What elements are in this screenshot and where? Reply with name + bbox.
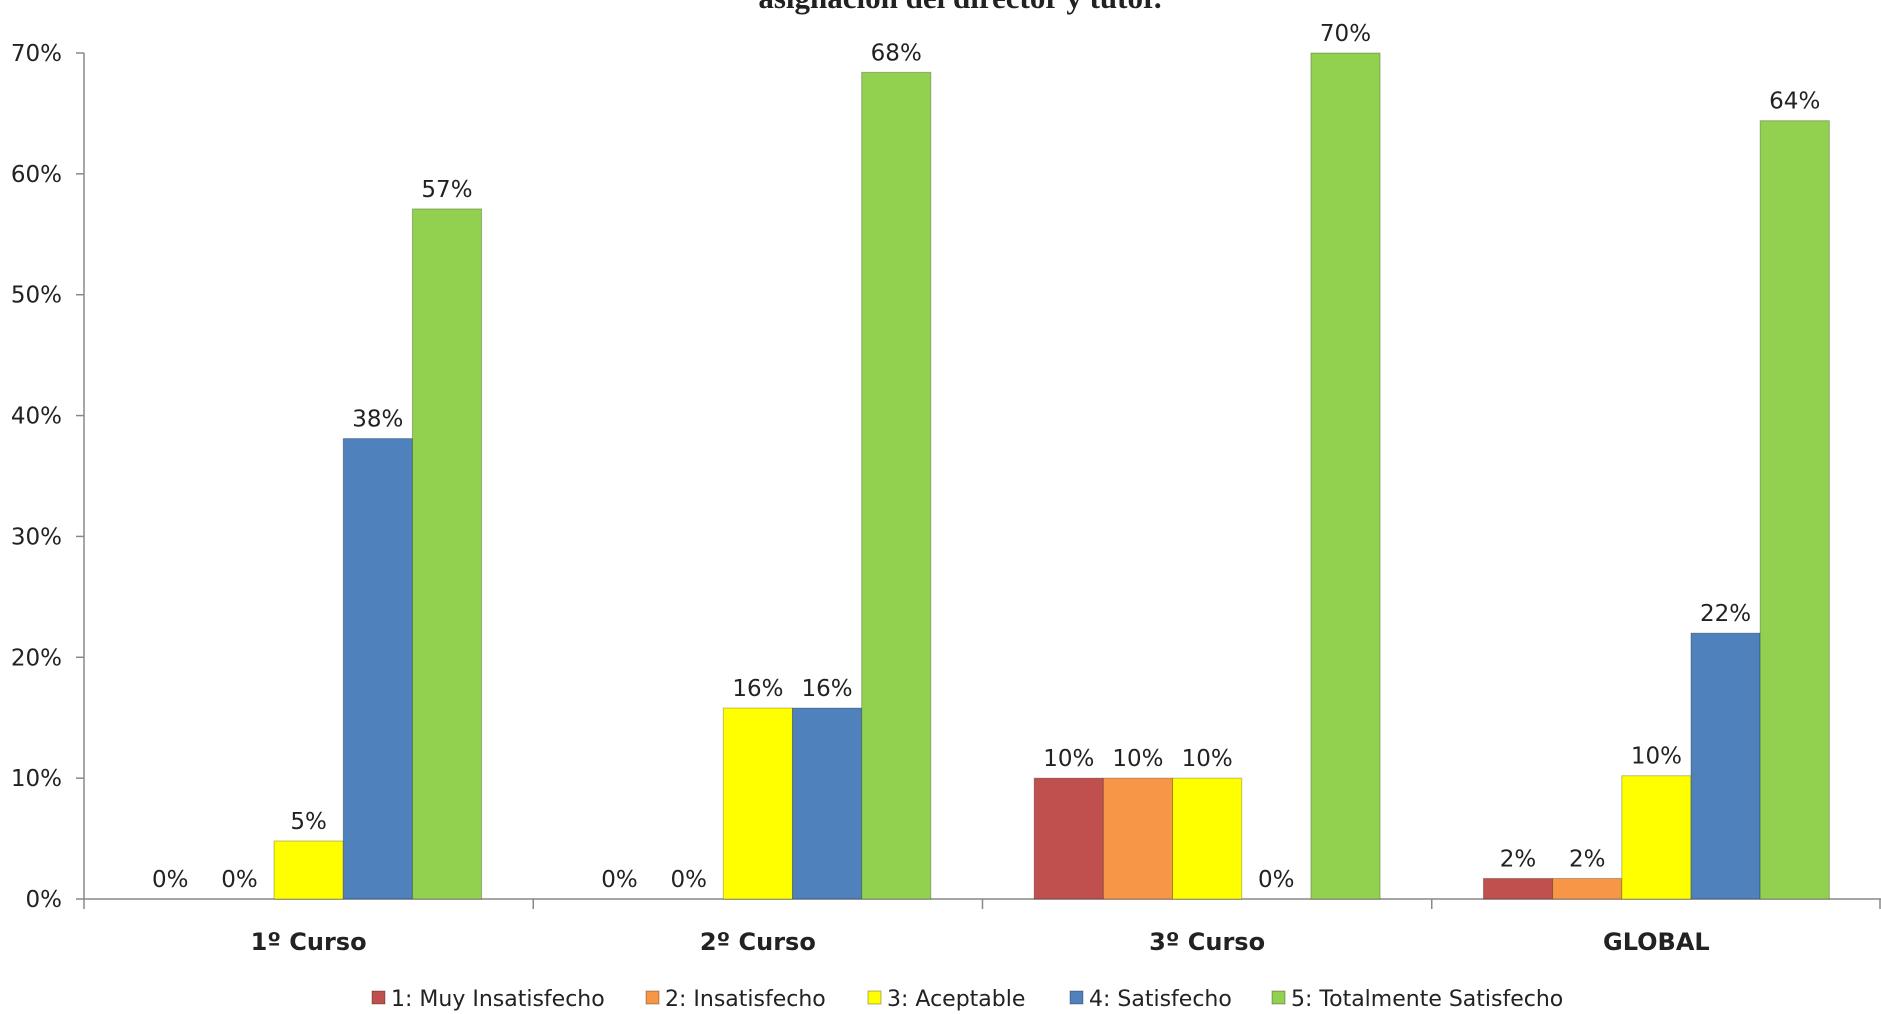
data-label: 16%	[801, 676, 852, 702]
data-label: 0%	[1258, 867, 1295, 893]
legend-label: 1: Muy Insatisfecho	[391, 987, 605, 1012]
y-tick-label: 0%	[26, 887, 63, 913]
data-label: 70%	[1320, 21, 1371, 47]
bar	[861, 71, 932, 900]
data-label: 2%	[1500, 846, 1537, 872]
bar	[1102, 777, 1174, 900]
legend-label: 2: Insatisfecho	[665, 987, 826, 1012]
bar	[1690, 632, 1761, 900]
legend-swatch	[1069, 990, 1084, 1005]
data-label: 0%	[670, 867, 707, 893]
x-tick-label: 1º Curso	[251, 928, 367, 956]
legend-swatch	[371, 990, 386, 1005]
bar	[1482, 877, 1554, 900]
y-tick-label: 30%	[11, 524, 62, 550]
data-label: 38%	[352, 407, 403, 433]
x-tick-label: GLOBAL	[1603, 928, 1710, 956]
y-tick-label: 50%	[11, 283, 62, 309]
bar	[1621, 775, 1692, 900]
legend-label: 3: Aceptable	[887, 987, 1025, 1012]
y-tick-label: 10%	[11, 766, 62, 792]
y-tick-label: 60%	[11, 162, 62, 188]
chart-title: asignación del director y tutor.	[758, 0, 1161, 15]
bar	[1759, 120, 1830, 900]
legend-label: 5: Totalmente Satisfecho	[1291, 987, 1563, 1012]
data-label: 10%	[1112, 746, 1163, 772]
data-label: 2%	[1569, 846, 1606, 872]
data-label: 57%	[421, 177, 472, 203]
bar	[342, 438, 413, 900]
bar	[411, 208, 483, 900]
x-tick-label: 2º Curso	[700, 928, 816, 956]
data-label: 16%	[732, 676, 783, 702]
bar	[1310, 52, 1381, 900]
bar	[273, 840, 344, 900]
bar	[1033, 777, 1104, 900]
legend-label: 4: Satisfecho	[1089, 987, 1232, 1012]
bar	[1552, 877, 1623, 900]
bar	[1172, 777, 1243, 900]
data-label: 0%	[221, 867, 258, 893]
data-label: 10%	[1182, 746, 1233, 772]
data-label: 10%	[1631, 744, 1682, 770]
data-label: 0%	[601, 867, 638, 893]
data-label: 64%	[1769, 89, 1820, 115]
bar	[722, 707, 793, 900]
y-tick-label: 70%	[11, 41, 62, 67]
data-label: 0%	[152, 867, 189, 893]
data-label: 68%	[871, 40, 922, 66]
legend-swatch	[867, 990, 882, 1005]
legend-swatch	[1271, 990, 1286, 1005]
bar	[791, 707, 863, 900]
y-tick-label: 20%	[11, 645, 62, 671]
data-label: 10%	[1043, 746, 1094, 772]
x-tick-label: 3º Curso	[1149, 928, 1265, 956]
data-label: 22%	[1700, 601, 1751, 627]
legend-swatch	[645, 990, 660, 1005]
y-tick-label: 40%	[11, 404, 62, 430]
data-label: 5%	[290, 809, 327, 835]
